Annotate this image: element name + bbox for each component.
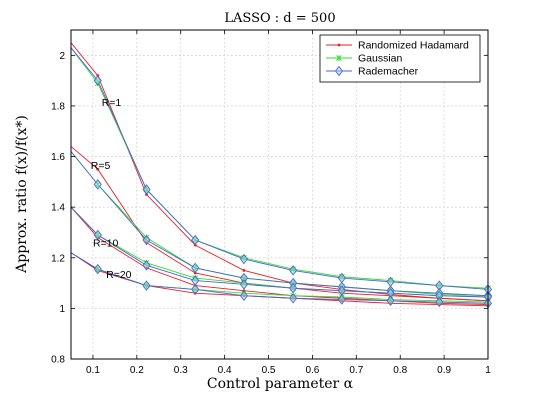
x-tick-label: 0.4 (218, 365, 232, 376)
data-point (289, 282, 298, 294)
data-point (337, 294, 346, 305)
data-point (142, 234, 151, 246)
x-tick-label: 0.9 (437, 365, 451, 376)
data-point (289, 293, 298, 304)
x-tick-label: 0.2 (130, 365, 144, 376)
y-tick-label: 1 (59, 304, 65, 315)
markers-rademacher (93, 75, 493, 309)
x-tick-label: 0.1 (86, 365, 100, 376)
y-axis-label: Approx. ratio f(x)/f(x*) (14, 115, 30, 274)
series-line (70, 47, 489, 290)
data-point (191, 234, 200, 246)
legend-label: Rademacher (358, 66, 419, 78)
data-point (435, 296, 444, 308)
data-point (142, 260, 151, 271)
x-tick-label: 0.3 (174, 365, 188, 376)
y-tick-label: 1.4 (51, 203, 65, 214)
series-gaussian (70, 47, 489, 303)
data-point (96, 167, 100, 171)
x-tick-label: 0.5 (262, 365, 276, 376)
series-line (70, 151, 489, 297)
series-line (70, 206, 489, 306)
data-point (142, 280, 151, 291)
y-tick-label: 2 (59, 51, 65, 62)
data-point (93, 229, 102, 241)
data-point (191, 262, 200, 274)
y-tick-label: 1.6 (51, 152, 65, 163)
x-tick-label: 0.6 (305, 365, 319, 376)
annotation-label: R=1 (102, 97, 122, 109)
legend-swatch-marker (336, 55, 342, 61)
annotation-label: R=5 (91, 160, 111, 172)
x-axis-label: Control parameter α (207, 376, 354, 392)
y-tick-label: 0.8 (51, 355, 65, 366)
data-point (191, 284, 200, 295)
plot-frame (70, 29, 489, 360)
series-layer (70, 42, 493, 309)
y-tick-label: 1.2 (51, 253, 65, 264)
annotation-label: R=10 (93, 237, 119, 249)
x-tick-label: 0.8 (393, 365, 407, 376)
data-point (239, 279, 249, 290)
series-line (70, 151, 489, 297)
data-point (239, 253, 249, 265)
series-line (70, 206, 489, 298)
series-line (70, 206, 489, 298)
legend-swatch-marker (334, 65, 344, 77)
series-rademacher (70, 47, 489, 304)
data-point (242, 269, 246, 272)
data-point (239, 290, 249, 301)
data-point (142, 184, 151, 195)
ticks: 0.1 0.2 0.3 0.4 0.5 0.6 0.7 0.8 0.9 1 0.8 1 1.2 1.4 1.… (51, 30, 491, 376)
annotation-label: R=20 (106, 269, 132, 281)
legend-swatch-marker (337, 43, 341, 47)
annotations: R=1 R=5 R=10 R=20 (91, 97, 132, 281)
x-tick-label: 0.7 (349, 365, 363, 376)
series-line (70, 47, 489, 289)
data-point (93, 263, 102, 275)
legend-label: Gaussian (358, 53, 403, 65)
legend-label: Randomized Hadamard (358, 40, 469, 52)
y-tick-label: 1.8 (51, 101, 65, 112)
data-point (386, 295, 395, 307)
series-line (70, 252, 489, 304)
data-point (289, 265, 298, 276)
x-tick-label: 1 (485, 365, 491, 376)
data-point (93, 75, 102, 86)
data-point (93, 179, 102, 190)
chart-title: LASSO : d = 500 (224, 11, 335, 26)
